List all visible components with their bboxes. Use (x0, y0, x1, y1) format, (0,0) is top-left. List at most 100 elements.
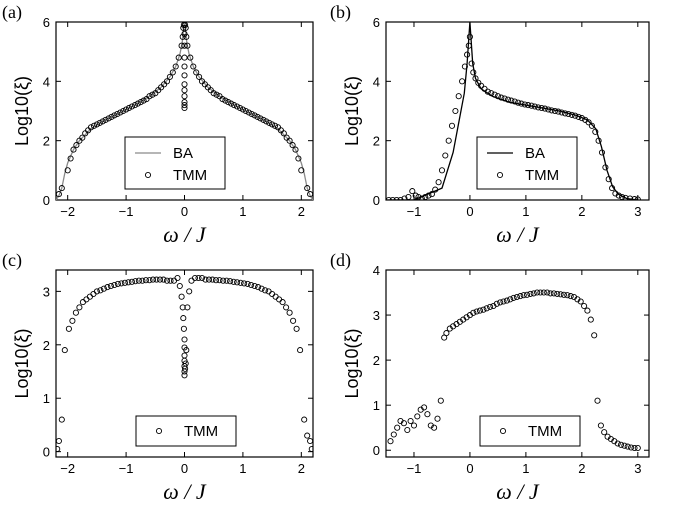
data-point (487, 303, 494, 310)
data-layer (386, 22, 641, 200)
y-tick-label: 4 (373, 74, 380, 89)
data-point (212, 277, 220, 284)
data-point (394, 424, 401, 431)
y-axis-label: Log10(ξ) (342, 328, 362, 398)
data-point (461, 63, 468, 70)
data-point (69, 317, 76, 324)
data-point (437, 397, 444, 404)
plot-frame (385, 21, 650, 201)
legend-label: TMM (173, 167, 207, 184)
data-point (621, 442, 628, 449)
data-point (73, 142, 80, 149)
data-point (128, 103, 135, 110)
data-layer (387, 289, 641, 452)
panel-label: (d) (330, 250, 351, 271)
data-point (425, 192, 432, 199)
data-point (58, 416, 65, 423)
data-point (624, 443, 631, 450)
data-point (76, 304, 83, 311)
data-point (79, 134, 86, 141)
data-point (244, 280, 251, 287)
data-point (191, 274, 199, 282)
data-point (415, 193, 422, 200)
data-point (500, 298, 507, 305)
data-point (132, 278, 139, 285)
data-point (484, 88, 491, 95)
data-point (544, 289, 551, 296)
data-point (271, 122, 279, 129)
data-point (386, 196, 392, 200)
data-point (96, 119, 103, 126)
data-point (442, 152, 449, 159)
data-point (523, 291, 531, 298)
y-tick-label: 6 (373, 15, 380, 30)
data-point (182, 24, 189, 31)
data-point (432, 186, 439, 193)
data-point (308, 445, 313, 453)
data-point (290, 317, 297, 324)
data-point (276, 296, 283, 303)
data-point (591, 332, 598, 339)
data-point (181, 368, 188, 375)
data-point (102, 116, 109, 123)
data-point (121, 279, 128, 286)
x-tick-label: −1 (119, 204, 134, 219)
data-point (480, 306, 487, 313)
data-point (547, 290, 554, 297)
y-tick-label: 2 (373, 134, 380, 149)
data-point (213, 91, 220, 98)
data-point (513, 293, 520, 301)
data-point (503, 297, 510, 304)
data-point (237, 279, 244, 286)
data-point (178, 42, 185, 49)
data-point (491, 91, 498, 98)
x-tick-label: −2 (60, 204, 75, 219)
data-point (222, 97, 229, 104)
data-point (181, 81, 188, 88)
data-point (251, 282, 258, 290)
data-point (182, 22, 189, 29)
data-point (493, 300, 500, 307)
x-tick-label: 0 (466, 461, 473, 476)
data-point (478, 82, 485, 89)
data-point (455, 93, 462, 100)
data-point (181, 42, 188, 49)
data-point (283, 304, 290, 311)
plot-frame (385, 269, 650, 458)
data-point (578, 115, 585, 122)
data-point (622, 194, 629, 200)
data-point (609, 185, 616, 192)
data-point (560, 291, 567, 298)
data-point (181, 104, 188, 112)
data-point (530, 290, 537, 297)
data-point (494, 93, 501, 100)
data-point (227, 278, 234, 285)
data-point (528, 102, 535, 109)
data-point (166, 73, 173, 80)
legend-box (135, 415, 237, 447)
y-tick-label: 3 (43, 284, 50, 299)
data-point (196, 73, 203, 80)
data-point (90, 122, 98, 129)
data-point (476, 307, 484, 314)
data-point (114, 280, 121, 287)
data-point (464, 51, 471, 58)
data-point (472, 75, 479, 82)
data-point (562, 110, 569, 117)
data-point (255, 284, 262, 291)
y-tick-label: 4 (43, 74, 50, 89)
data-point (541, 105, 548, 112)
data-point (431, 424, 438, 431)
data-point (452, 107, 459, 115)
data-point (198, 274, 206, 282)
data-point (521, 101, 528, 108)
data-point (286, 137, 293, 144)
data-point (114, 110, 121, 118)
data-point (56, 445, 61, 453)
data-point (508, 97, 515, 104)
data-point (393, 196, 400, 200)
series-line-BA (56, 22, 313, 200)
data-point (448, 122, 456, 129)
panel-4: −1 0 1 2 3 0 1 2 3 4 ω / J Log10(ξ) (d) TMM (330, 250, 650, 504)
